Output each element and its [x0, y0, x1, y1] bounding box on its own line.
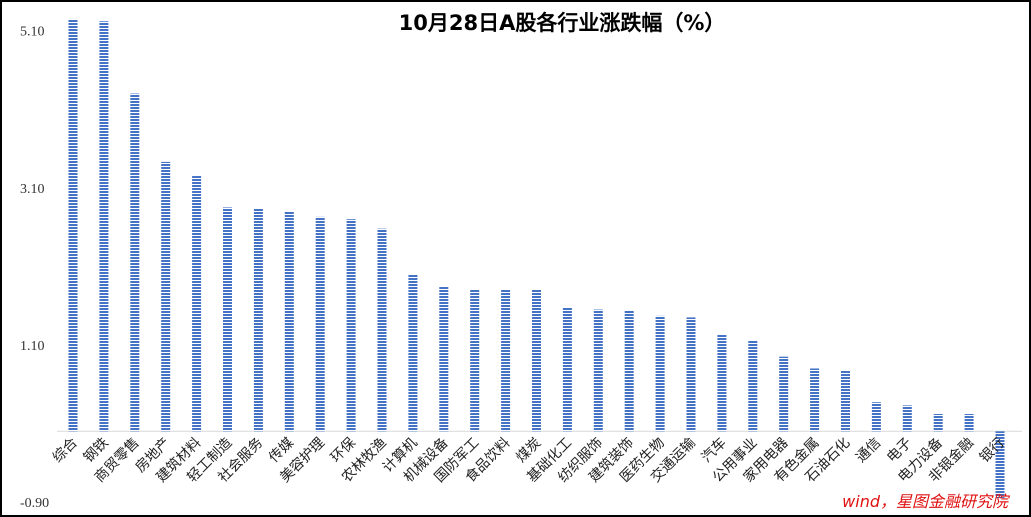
- bar: [717, 334, 727, 432]
- bar: [779, 356, 789, 432]
- bar: [655, 315, 665, 432]
- bar: [99, 21, 109, 432]
- chart-title: 10月28日A股各行业涨跌幅（%）: [399, 11, 726, 35]
- bar: [377, 228, 387, 432]
- bar: [501, 289, 511, 432]
- bar: [223, 207, 232, 432]
- y-axis-ticks: 5.10 3.10 1.10 -0.90: [20, 25, 49, 511]
- bar: [593, 309, 603, 432]
- bar: [192, 176, 202, 432]
- bar: [624, 310, 634, 432]
- bar: [408, 274, 418, 432]
- y-tick-label: -0.90: [20, 496, 49, 511]
- bar: [964, 414, 974, 432]
- bar: [68, 18, 78, 432]
- bar: [161, 161, 171, 432]
- bar: [933, 414, 943, 432]
- bar: [253, 208, 263, 432]
- bar: [346, 219, 356, 432]
- bar: [130, 93, 140, 432]
- bar: [871, 402, 881, 432]
- bar: [810, 368, 820, 432]
- y-tick-label: 3.10: [20, 182, 45, 197]
- bars-group: [68, 18, 1005, 499]
- bar: [995, 431, 1005, 499]
- bar: [439, 285, 449, 432]
- bar: [748, 340, 758, 432]
- bar: [470, 289, 480, 432]
- bar: [284, 211, 294, 432]
- y-tick-label: 1.10: [20, 339, 45, 354]
- source-note: wind，星图金融研究院: [842, 492, 1011, 511]
- category-label: 综合: [50, 435, 81, 466]
- bar: [686, 317, 696, 432]
- bar: [562, 307, 572, 432]
- category-label: 通信: [853, 435, 884, 466]
- bar: [315, 216, 325, 432]
- bar: [902, 405, 912, 432]
- y-tick-label: 5.10: [20, 25, 45, 40]
- bar: [841, 370, 850, 432]
- bar: [532, 289, 541, 432]
